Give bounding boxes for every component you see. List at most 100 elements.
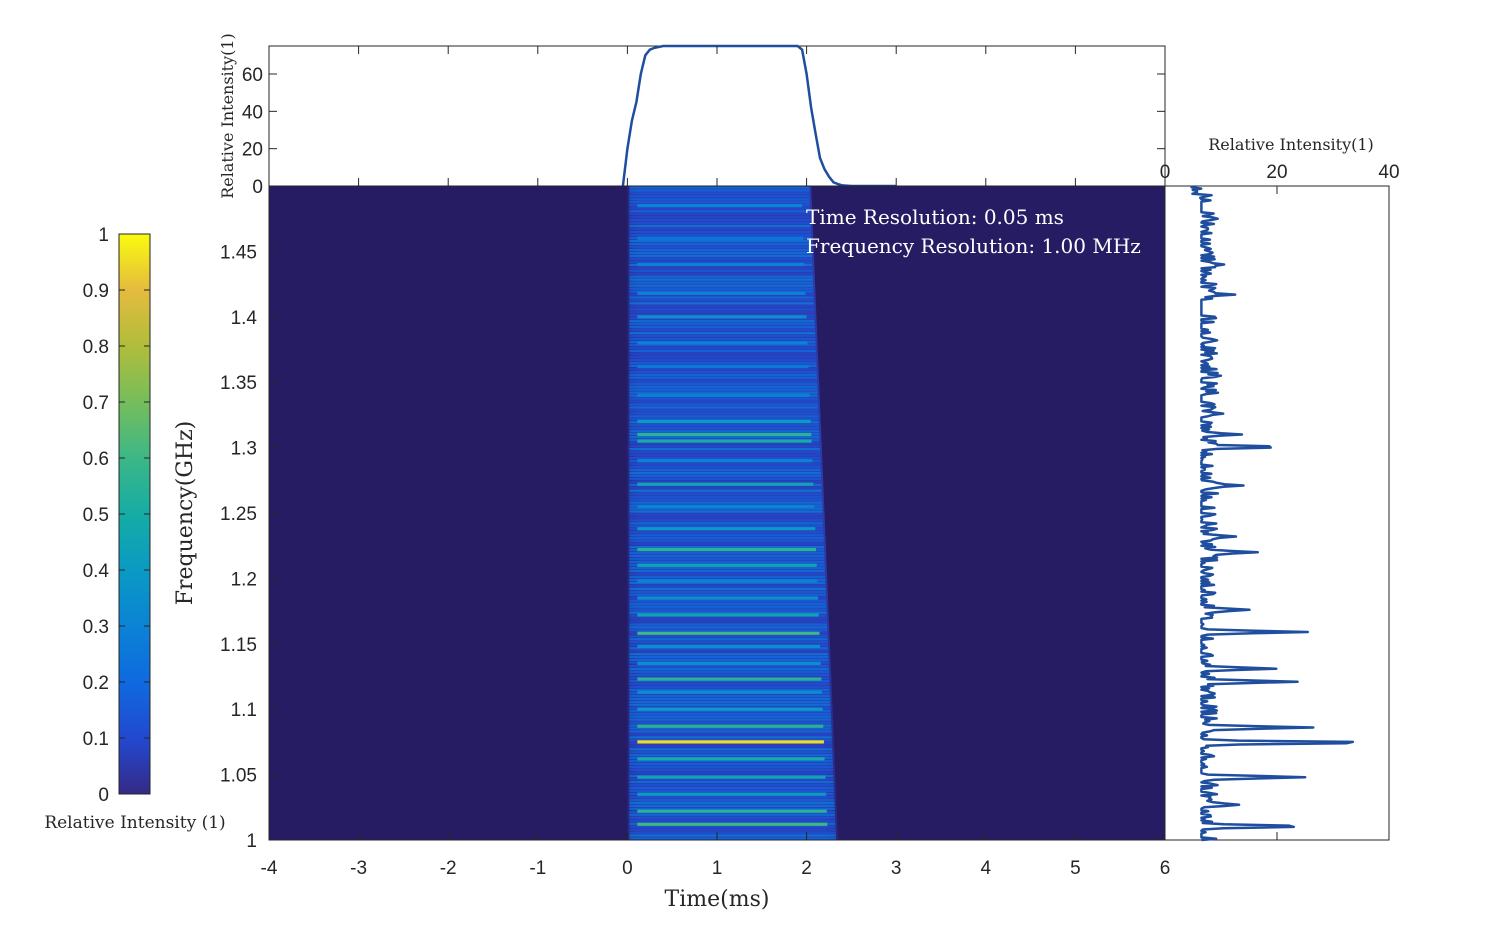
colorbar-tick-label: 0.7 — [83, 393, 109, 414]
colorbar-tick-label: 0.6 — [83, 449, 109, 470]
burst-texture-line — [629, 284, 814, 287]
burst-texture-line — [629, 379, 818, 382]
burst-texture-line — [629, 248, 812, 252]
burst-band — [637, 439, 812, 443]
burst-texture-line — [629, 343, 816, 347]
burst-texture-line — [629, 296, 814, 299]
dynamic-spectrum-panel: -4 -3 -2 -1 0 1 2 3 4 5 6 1 1.05 1.1 1.15 1.2 1.25 1.3 1.3… — [173, 46, 1389, 912]
colorbar-label: Relative Intensity (1) — [44, 813, 225, 833]
burst-texture-line — [629, 403, 819, 406]
burst-texture-line — [629, 370, 817, 373]
burst-texture-line — [629, 456, 821, 460]
burst-texture-line — [629, 498, 822, 501]
burst-band — [637, 690, 822, 694]
burst-band — [637, 393, 810, 397]
burst-band — [637, 724, 824, 728]
burst-texture-line — [629, 638, 828, 641]
burst-texture-line — [629, 332, 816, 335]
burst-texture-line — [629, 659, 829, 662]
burst-texture-line — [629, 415, 819, 418]
burst-texture-line — [629, 554, 825, 558]
time-profile-ylabel: Relative Intensity(1) — [218, 33, 237, 199]
burst-texture-line — [629, 320, 815, 323]
burst-texture-line — [629, 186, 810, 189]
burst-band — [637, 613, 819, 617]
burst-texture-line — [629, 623, 828, 626]
burst-band — [637, 809, 827, 813]
burst-texture-line — [629, 730, 832, 733]
burst-texture-line — [629, 766, 833, 769]
burst-texture-line — [629, 230, 811, 234]
burst-band — [637, 204, 802, 208]
burst-texture-line — [629, 551, 825, 555]
burst-texture-line — [629, 605, 827, 608]
colorbar-tick-label: 0.9 — [83, 281, 109, 302]
time-profile-y-tick-label: 0 — [252, 177, 263, 198]
x-tick-label: 0 — [622, 858, 633, 879]
burst-texture-line — [629, 721, 832, 724]
y-tick-label: 1.25 — [220, 504, 257, 525]
burst-texture-line — [629, 771, 834, 775]
burst-texture-line — [629, 587, 826, 590]
burst-band — [637, 677, 822, 681]
burst-texture-line — [629, 260, 813, 263]
burst-texture-line — [629, 798, 835, 802]
burst-texture-line — [629, 569, 825, 573]
x-tick-label: 5 — [1070, 858, 1081, 879]
colorbar-tick-label: 0 — [98, 785, 109, 806]
burst-texture-line — [629, 450, 820, 454]
burst-texture-line — [629, 789, 834, 793]
burst-texture-line — [629, 219, 811, 222]
time-profile-axes-box — [268, 45, 1166, 187]
burst-texture-line — [629, 391, 818, 394]
burst-texture-line — [629, 213, 811, 216]
burst-texture-line — [629, 620, 827, 623]
burst-texture-line — [629, 682, 830, 686]
burst-texture-line — [629, 513, 823, 516]
burst-band — [637, 757, 825, 761]
burst-texture-line — [629, 254, 812, 258]
burst-texture-line — [629, 650, 829, 653]
burst-texture-line — [629, 647, 829, 650]
frequency-profile-ticks: 0 20 40 — [1160, 162, 1400, 840]
burst-texture-line — [629, 653, 829, 656]
colorbar-tick-label: 1 — [98, 225, 109, 246]
x-tick-label: -1 — [529, 858, 546, 879]
burst-texture-line — [629, 712, 831, 715]
burst-texture-line — [629, 748, 833, 751]
burst-texture-line — [629, 269, 813, 272]
y-tick-label: 1.45 — [220, 242, 257, 263]
burst-texture-line — [629, 400, 818, 403]
burst-texture-line — [629, 495, 822, 498]
burst-texture-line — [629, 664, 829, 668]
burst-band — [637, 661, 821, 665]
burst-band — [637, 315, 807, 319]
burst-texture-line — [629, 224, 811, 228]
burst-texture-line — [629, 424, 819, 427]
burst-texture-line — [629, 727, 832, 730]
x-tick-label: 1 — [712, 858, 723, 879]
burst-texture-line — [629, 718, 831, 721]
burst-texture-line — [629, 192, 810, 195]
burst-texture-line — [629, 385, 818, 388]
burst-band — [637, 504, 815, 509]
burst-texture-line — [629, 201, 810, 204]
burst-texture-line — [629, 783, 834, 787]
colorbar-tick-label: 0.3 — [83, 617, 109, 638]
burst-band — [637, 775, 826, 779]
burst-texture-line — [629, 825, 836, 828]
burst-band — [637, 822, 828, 826]
burst-texture-line — [629, 245, 812, 249]
burst-texture-line — [629, 447, 820, 451]
burst-texture-line — [629, 560, 825, 564]
burst-texture-line — [629, 436, 820, 439]
burst-texture-line — [629, 768, 834, 772]
frequency-profile-x-tick-label: 0 — [1160, 162, 1171, 183]
burst-texture-line — [629, 751, 833, 754]
y-tick-label: 1.05 — [220, 766, 257, 787]
burst-band — [637, 419, 811, 423]
burst-texture-line — [629, 531, 824, 534]
burst-texture-line — [629, 311, 815, 314]
burst-band — [637, 740, 824, 744]
burst-texture-line — [629, 525, 824, 528]
